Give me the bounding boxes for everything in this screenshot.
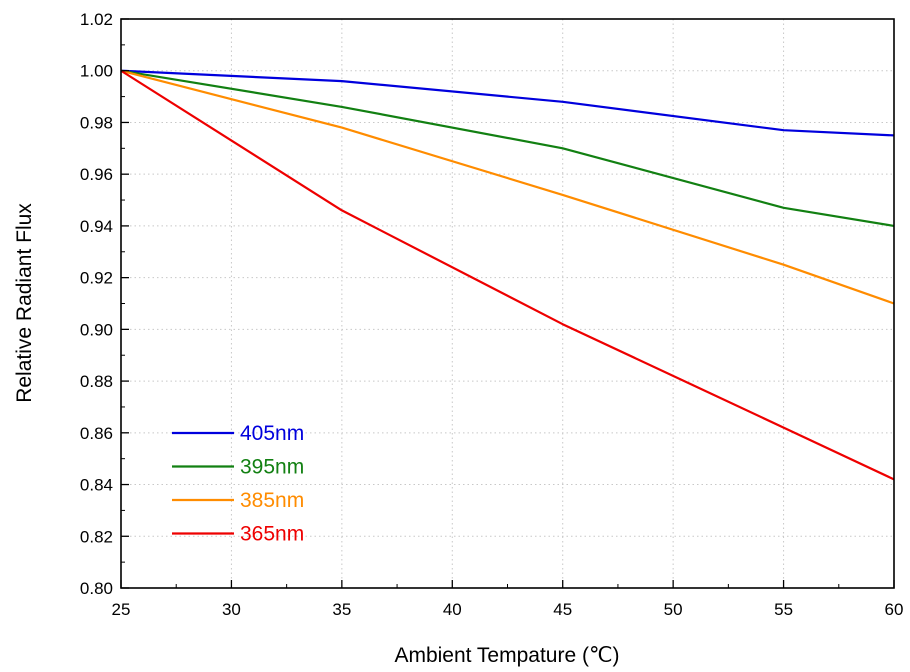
ticks bbox=[120, 18, 895, 589]
x-tick-label: 60 bbox=[885, 600, 904, 619]
legend-label-365nm: 365nm bbox=[240, 523, 304, 546]
series-line-365nm bbox=[120, 69, 895, 481]
y-tick-label: 0.84 bbox=[80, 476, 113, 495]
y-axis-label: Relative Radiant Flux bbox=[13, 203, 36, 403]
x-tick-label: 50 bbox=[664, 600, 683, 619]
x-tick-label: 30 bbox=[222, 600, 241, 619]
y-tick-label: 0.92 bbox=[80, 269, 113, 288]
x-tick-label: 45 bbox=[553, 600, 572, 619]
y-tick-label: 1.02 bbox=[80, 10, 113, 29]
y-tick-label: 0.80 bbox=[80, 579, 113, 598]
y-tick-label: 0.88 bbox=[80, 372, 113, 391]
series-lines bbox=[120, 69, 895, 481]
series-line-405nm bbox=[120, 69, 895, 137]
grid bbox=[121, 19, 894, 588]
plot-frame bbox=[120, 18, 895, 589]
y-tick-label: 1.00 bbox=[80, 62, 113, 81]
tick-labels: 25 30 35 40 45 50 55 60 0.80 0.82 0.84 0.86 0.88 0.90… bbox=[80, 10, 904, 619]
y-tick-label: 0.90 bbox=[80, 320, 113, 339]
y-tick-label: 0.94 bbox=[80, 217, 113, 236]
legend-label-405nm: 405nm bbox=[240, 422, 304, 445]
y-tick-label: 0.98 bbox=[80, 113, 113, 132]
legend-label-395nm: 395nm bbox=[240, 456, 304, 479]
x-tick-label: 55 bbox=[774, 600, 793, 619]
series-line-385nm bbox=[120, 69, 895, 305]
y-tick-label: 0.86 bbox=[80, 424, 113, 443]
series-line-395nm bbox=[120, 69, 895, 227]
y-tick-label: 0.96 bbox=[80, 165, 113, 184]
x-tick-label: 35 bbox=[332, 600, 351, 619]
y-tick-label: 0.82 bbox=[80, 527, 113, 546]
legend-label-385nm: 385nm bbox=[240, 489, 304, 512]
x-tick-label: 25 bbox=[112, 600, 131, 619]
legend: 405nm 395nm 385nm 365nm bbox=[172, 422, 304, 546]
x-tick-label: 40 bbox=[443, 600, 462, 619]
x-axis-label: Ambient Tempature (℃) bbox=[394, 644, 619, 667]
